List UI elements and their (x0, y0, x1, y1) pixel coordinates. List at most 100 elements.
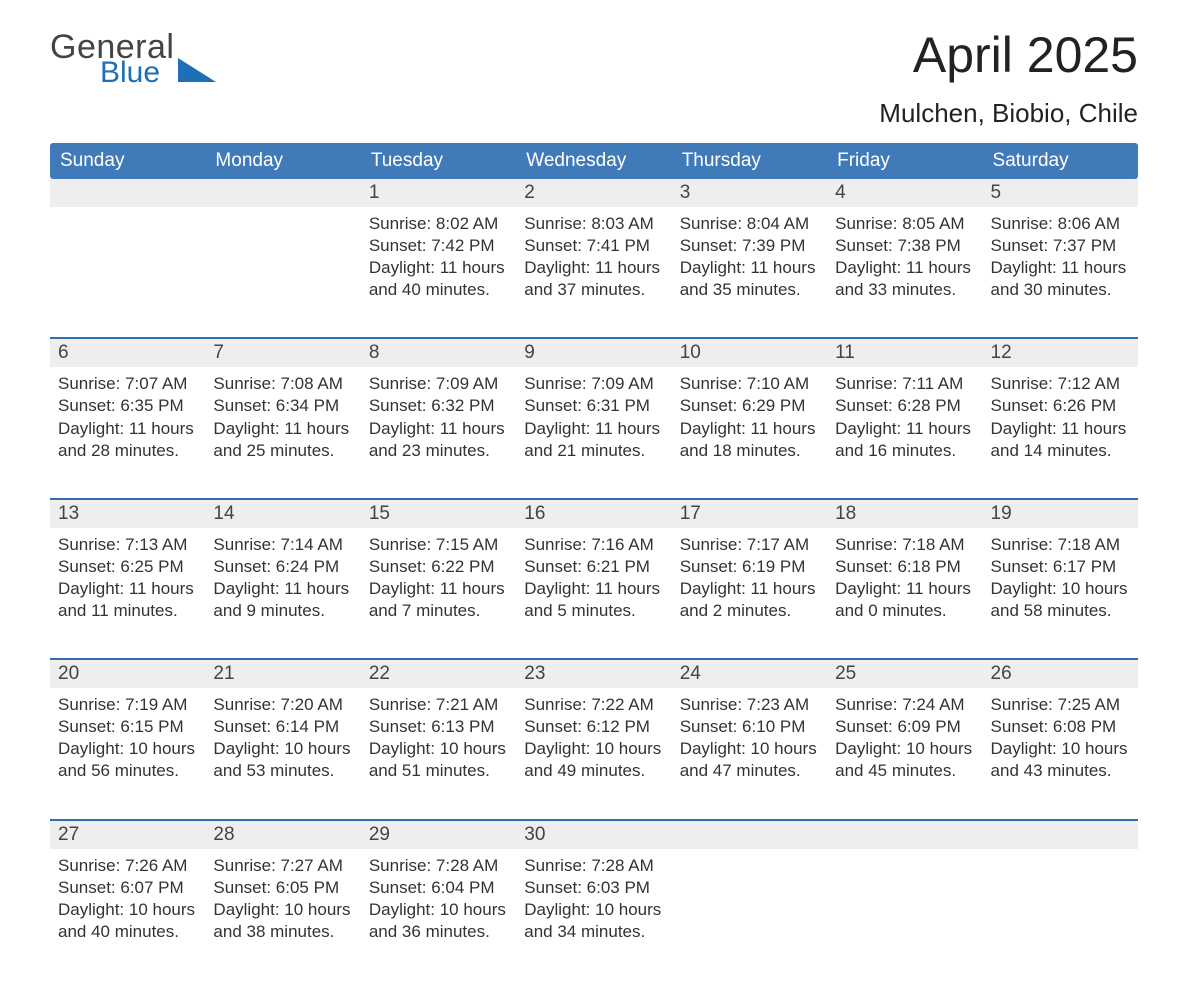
daylight-line: Daylight: 10 hoursand 43 minutes. (991, 738, 1130, 782)
sunrise-line: Sunrise: 7:25 AM (991, 694, 1130, 716)
sunset-line: Sunset: 6:24 PM (213, 556, 352, 578)
day-number: 15 (361, 500, 516, 528)
week-row: 6Sunrise: 7:07 AMSunset: 6:35 PMDaylight… (50, 337, 1138, 473)
day-number: 20 (50, 660, 205, 688)
sunset-line: Sunset: 7:42 PM (369, 235, 508, 257)
week-row: 13Sunrise: 7:13 AMSunset: 6:25 PMDayligh… (50, 498, 1138, 634)
day-number: 26 (983, 660, 1138, 688)
daylight-line: Daylight: 10 hoursand 56 minutes. (58, 738, 197, 782)
sunset-line: Sunset: 6:14 PM (213, 716, 352, 738)
sunset-line: Sunset: 6:10 PM (680, 716, 819, 738)
day-details: Sunrise: 7:19 AMSunset: 6:15 PMDaylight:… (50, 688, 205, 794)
day-cell-29: 29Sunrise: 7:28 AMSunset: 6:04 PMDayligh… (361, 819, 516, 955)
week-row: 27Sunrise: 7:26 AMSunset: 6:07 PMDayligh… (50, 819, 1138, 955)
day-details: Sunrise: 7:10 AMSunset: 6:29 PMDaylight:… (672, 367, 827, 473)
sunrise-line: Sunrise: 7:21 AM (369, 694, 508, 716)
sunrise-line: Sunrise: 7:07 AM (58, 373, 197, 395)
day-cell-23: 23Sunrise: 7:22 AMSunset: 6:12 PMDayligh… (516, 658, 671, 794)
day-cell-7: 7Sunrise: 7:08 AMSunset: 6:34 PMDaylight… (205, 337, 360, 473)
page: General Blue April 2025 Mulchen, Biobio,… (0, 0, 1188, 995)
day-details: Sunrise: 8:02 AMSunset: 7:42 PMDaylight:… (361, 207, 516, 313)
day-header-saturday: Saturday (983, 143, 1138, 179)
sunset-line: Sunset: 7:37 PM (991, 235, 1130, 257)
daylight-line: Daylight: 10 hoursand 38 minutes. (213, 899, 352, 943)
day-details: Sunrise: 7:11 AMSunset: 6:28 PMDaylight:… (827, 367, 982, 473)
day-cell-26: 26Sunrise: 7:25 AMSunset: 6:08 PMDayligh… (983, 658, 1138, 794)
sunset-line: Sunset: 6:29 PM (680, 395, 819, 417)
day-cell-6: 6Sunrise: 7:07 AMSunset: 6:35 PMDaylight… (50, 337, 205, 473)
day-number: 12 (983, 339, 1138, 367)
day-details: Sunrise: 7:13 AMSunset: 6:25 PMDaylight:… (50, 528, 205, 634)
day-cell-20: 20Sunrise: 7:19 AMSunset: 6:15 PMDayligh… (50, 658, 205, 794)
day-cell-13: 13Sunrise: 7:13 AMSunset: 6:25 PMDayligh… (50, 498, 205, 634)
sunrise-line: Sunrise: 7:19 AM (58, 694, 197, 716)
day-number: 10 (672, 339, 827, 367)
day-number: 13 (50, 500, 205, 528)
sunset-line: Sunset: 6:15 PM (58, 716, 197, 738)
day-number: 18 (827, 500, 982, 528)
day-number: 4 (827, 179, 982, 207)
day-number: 5 (983, 179, 1138, 207)
day-details: Sunrise: 8:05 AMSunset: 7:38 PMDaylight:… (827, 207, 982, 313)
day-cell-12: 12Sunrise: 7:12 AMSunset: 6:26 PMDayligh… (983, 337, 1138, 473)
sunrise-line: Sunrise: 7:17 AM (680, 534, 819, 556)
day-details: Sunrise: 7:28 AMSunset: 6:03 PMDaylight:… (516, 849, 671, 955)
daylight-line: Daylight: 11 hoursand 7 minutes. (369, 578, 508, 622)
daylight-line: Daylight: 10 hoursand 36 minutes. (369, 899, 508, 943)
sail-icon (178, 54, 220, 82)
day-number: 23 (516, 660, 671, 688)
daylight-line: Daylight: 11 hoursand 0 minutes. (835, 578, 974, 622)
sunrise-line: Sunrise: 7:14 AM (213, 534, 352, 556)
week-row: 1Sunrise: 8:02 AMSunset: 7:42 PMDaylight… (50, 179, 1138, 313)
sunset-line: Sunset: 6:12 PM (524, 716, 663, 738)
day-cell-22: 22Sunrise: 7:21 AMSunset: 6:13 PMDayligh… (361, 658, 516, 794)
sunset-line: Sunset: 6:09 PM (835, 716, 974, 738)
day-details: Sunrise: 7:17 AMSunset: 6:19 PMDaylight:… (672, 528, 827, 634)
sunset-line: Sunset: 6:17 PM (991, 556, 1130, 578)
daylight-line: Daylight: 11 hoursand 28 minutes. (58, 418, 197, 462)
sunrise-line: Sunrise: 7:15 AM (369, 534, 508, 556)
day-number: 29 (361, 821, 516, 849)
daylight-line: Daylight: 11 hoursand 5 minutes. (524, 578, 663, 622)
sunrise-line: Sunrise: 7:09 AM (369, 373, 508, 395)
day-details: Sunrise: 7:07 AMSunset: 6:35 PMDaylight:… (50, 367, 205, 473)
day-details: Sunrise: 7:24 AMSunset: 6:09 PMDaylight:… (827, 688, 982, 794)
day-cell-3: 3Sunrise: 8:04 AMSunset: 7:39 PMDaylight… (672, 179, 827, 313)
sunrise-line: Sunrise: 7:18 AM (835, 534, 974, 556)
day-details: Sunrise: 7:16 AMSunset: 6:21 PMDaylight:… (516, 528, 671, 634)
sunrise-line: Sunrise: 7:08 AM (213, 373, 352, 395)
day-number: 27 (50, 821, 205, 849)
sunset-line: Sunset: 6:28 PM (835, 395, 974, 417)
day-details: Sunrise: 7:15 AMSunset: 6:22 PMDaylight:… (361, 528, 516, 634)
sunset-line: Sunset: 6:31 PM (524, 395, 663, 417)
day-number: 21 (205, 660, 360, 688)
daylight-line: Daylight: 11 hoursand 2 minutes. (680, 578, 819, 622)
sunset-line: Sunset: 6:19 PM (680, 556, 819, 578)
sunset-line: Sunset: 6:21 PM (524, 556, 663, 578)
sunrise-line: Sunrise: 7:18 AM (991, 534, 1130, 556)
logo-text: General Blue (50, 30, 174, 88)
daylight-line: Daylight: 11 hoursand 18 minutes. (680, 418, 819, 462)
daylight-line: Daylight: 11 hoursand 30 minutes. (991, 257, 1130, 301)
day-header-wednesday: Wednesday (516, 143, 671, 179)
day-details: Sunrise: 8:04 AMSunset: 7:39 PMDaylight:… (672, 207, 827, 313)
day-number: 30 (516, 821, 671, 849)
day-cell-25: 25Sunrise: 7:24 AMSunset: 6:09 PMDayligh… (827, 658, 982, 794)
day-number: 14 (205, 500, 360, 528)
day-number: 8 (361, 339, 516, 367)
day-cell-15: 15Sunrise: 7:15 AMSunset: 6:22 PMDayligh… (361, 498, 516, 634)
day-number: 1 (361, 179, 516, 207)
daylight-line: Daylight: 11 hoursand 9 minutes. (213, 578, 352, 622)
day-cell-17: 17Sunrise: 7:17 AMSunset: 6:19 PMDayligh… (672, 498, 827, 634)
daylight-line: Daylight: 11 hoursand 35 minutes. (680, 257, 819, 301)
daylight-line: Daylight: 10 hoursand 58 minutes. (991, 578, 1130, 622)
day-cell-30: 30Sunrise: 7:28 AMSunset: 6:03 PMDayligh… (516, 819, 671, 955)
sunrise-line: Sunrise: 7:28 AM (369, 855, 508, 877)
sunrise-line: Sunrise: 7:23 AM (680, 694, 819, 716)
day-cell-2: 2Sunrise: 8:03 AMSunset: 7:41 PMDaylight… (516, 179, 671, 313)
day-cell-4: 4Sunrise: 8:05 AMSunset: 7:38 PMDaylight… (827, 179, 982, 313)
day-cell-28: 28Sunrise: 7:27 AMSunset: 6:05 PMDayligh… (205, 819, 360, 955)
day-number: 11 (827, 339, 982, 367)
day-header-tuesday: Tuesday (361, 143, 516, 179)
sunrise-line: Sunrise: 7:12 AM (991, 373, 1130, 395)
